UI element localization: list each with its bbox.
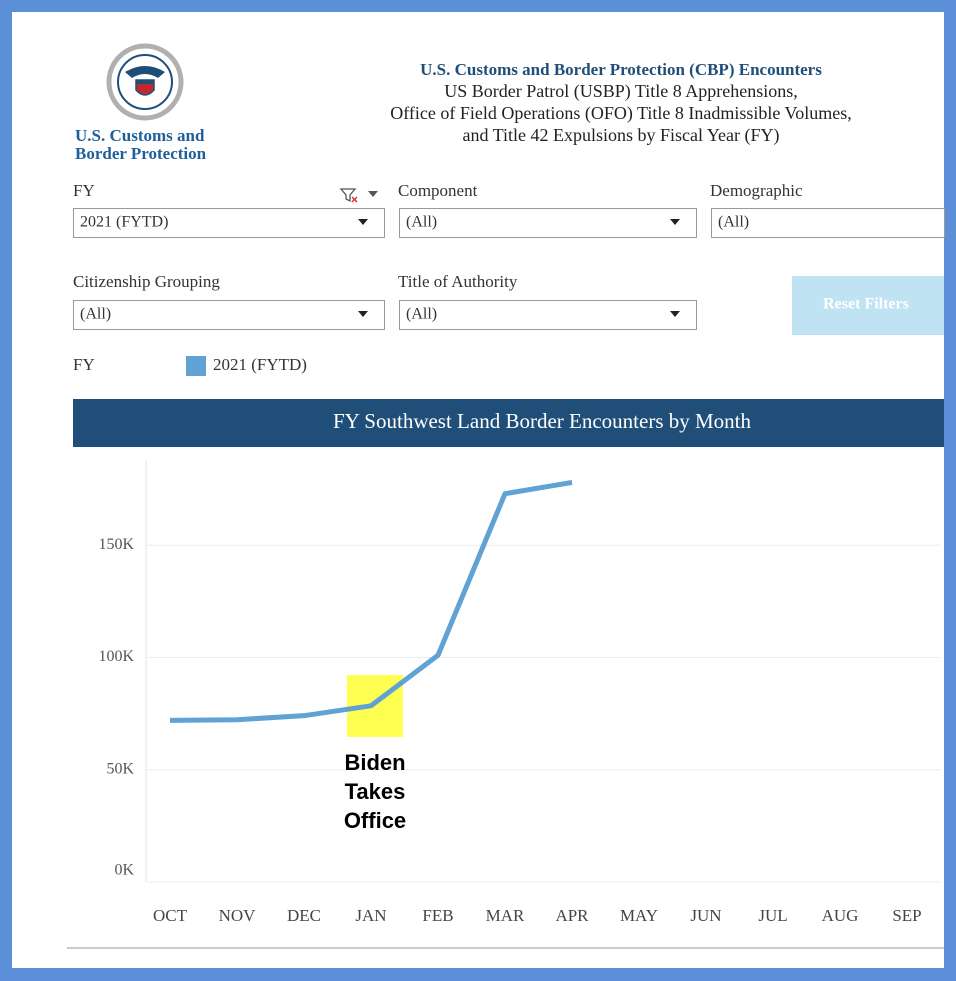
filter-label: Component	[398, 181, 478, 200]
x-tick-label: AUG	[822, 906, 859, 925]
dropdown-value[interactable]: (All)	[406, 214, 437, 231]
dropdown-arrow[interactable]	[358, 311, 368, 317]
y-tick-label: 150K	[98, 536, 134, 553]
x-tick-label: SEP	[892, 906, 921, 925]
dropdown[interactable]	[711, 208, 945, 238]
x-tick-label: JUN	[690, 906, 721, 925]
filter-label: Title of Authority	[398, 272, 518, 291]
x-tick-label: NOV	[219, 906, 257, 925]
dropdown-value[interactable]: (All)	[718, 214, 749, 231]
x-tick-label: JAN	[355, 906, 386, 925]
reset-button[interactable]	[792, 276, 944, 335]
x-tick-label: FEB	[422, 906, 453, 925]
dropdown[interactable]	[73, 300, 385, 330]
panel	[12, 12, 944, 968]
x-tick-label: JUL	[758, 906, 787, 925]
dropdown-value[interactable]: (All)	[80, 306, 111, 323]
legend-title: FY	[73, 355, 95, 374]
annotation-text: Office	[344, 808, 406, 833]
logo	[106, 43, 184, 121]
dropdown-value[interactable]: 2021 (FYTD)	[80, 214, 168, 231]
legend-swatch	[186, 356, 206, 376]
y-tick-label: 0K	[114, 862, 134, 879]
filter-label: FY	[73, 181, 95, 200]
dropdown[interactable]	[73, 208, 385, 238]
annotation-text: Takes	[345, 779, 406, 804]
x-tick-label: APR	[555, 906, 589, 925]
dropdown[interactable]	[399, 300, 697, 330]
chart-title: FY Southwest Land Border Encounters by M…	[333, 409, 752, 433]
x-tick-label: MAR	[486, 906, 525, 925]
reset-label[interactable]: Reset Filters	[823, 296, 909, 313]
dropdown-arrow[interactable]	[670, 219, 680, 225]
filter-icon[interactable]	[339, 188, 378, 203]
dropdown-arrow[interactable]	[358, 219, 368, 225]
header-line: US Border Patrol (USBP) Title 8 Apprehen…	[444, 81, 798, 102]
logo-text: Border Protection	[75, 144, 207, 163]
filter-label: Citizenship Grouping	[73, 272, 220, 291]
chart-banner	[73, 399, 944, 447]
x-tick-label: MAY	[620, 906, 658, 925]
dropdown-value[interactable]: (All)	[406, 306, 437, 323]
legend-label: 2021 (FYTD)	[213, 355, 307, 374]
logo-text: U.S. Customs and	[75, 126, 205, 145]
dropdown[interactable]	[399, 208, 697, 238]
x-tick-label: OCT	[153, 906, 188, 925]
y-tick-label: 100K	[98, 648, 134, 665]
header-title: U.S. Customs and Border Protection (CBP)…	[420, 60, 822, 79]
y-tick-label: 50K	[106, 760, 134, 777]
series-line	[169, 479, 573, 723]
header-line: Office of Field Operations (OFO) Title 8…	[390, 103, 851, 124]
header-line: and Title 42 Expulsions by Fiscal Year (…	[462, 125, 779, 146]
filter-label: Demographic	[710, 181, 803, 200]
x-tick-label: DEC	[287, 906, 321, 925]
dropdown-arrow[interactable]	[670, 311, 680, 317]
annotation-text: Biden	[344, 750, 405, 775]
